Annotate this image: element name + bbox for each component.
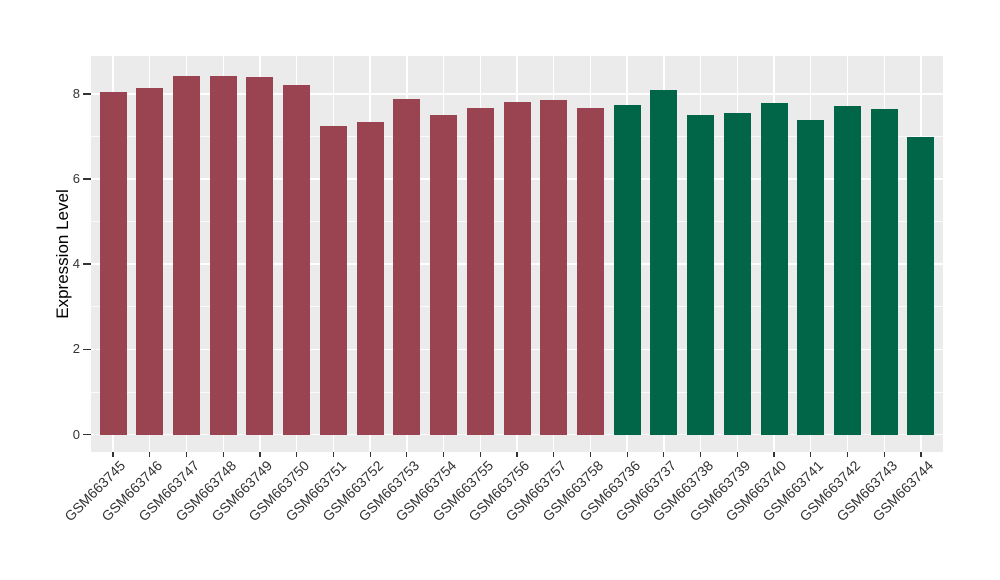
bar-GSM663743: [870, 109, 898, 435]
bar-GSM663753: [393, 99, 421, 435]
x-tick-GSM663740: [773, 452, 775, 457]
y-tick-label-2: 2: [72, 341, 80, 357]
bar-GSM663749: [246, 77, 274, 435]
bar-GSM663756: [503, 102, 531, 435]
bar-GSM663752: [356, 121, 384, 435]
bar-GSM663742: [834, 105, 862, 435]
y-tick-label-4: 4: [72, 256, 80, 272]
x-tick-GSM663756: [516, 452, 518, 457]
bar-GSM663738: [687, 114, 715, 435]
x-tick-GSM663749: [259, 452, 261, 457]
y-tick-8: [83, 93, 91, 95]
y-axis-title: Expression Level: [53, 189, 72, 319]
bar-GSM663755: [466, 107, 494, 435]
x-tick-GSM663745: [112, 452, 114, 457]
bar-GSM663748: [209, 75, 237, 435]
y-tick-2: [83, 348, 91, 351]
x-tick-GSM663744: [920, 452, 922, 457]
bar-GSM663741: [797, 119, 825, 435]
x-tick-GSM663738: [700, 452, 702, 457]
x-tick-GSM663737: [663, 452, 665, 457]
y-tick-label-6: 6: [72, 171, 80, 187]
bar-GSM663740: [760, 103, 788, 435]
bar-GSM663739: [723, 113, 751, 435]
x-tick-GSM663742: [846, 452, 849, 457]
bar-GSM663746: [136, 87, 164, 435]
x-tick-GSM663757: [553, 452, 555, 457]
bar-GSM663751: [319, 126, 347, 435]
y-tick-4: [83, 263, 91, 265]
x-tick-GSM663739: [736, 452, 738, 457]
x-tick-GSM663751: [332, 452, 334, 457]
bar-GSM663758: [576, 108, 604, 435]
bar-GSM663745: [99, 91, 127, 435]
plot-panel: [91, 56, 943, 452]
x-tick-GSM663752: [369, 452, 371, 457]
bar-GSM663754: [430, 114, 458, 435]
bar-GSM663737: [650, 90, 678, 435]
x-tick-GSM663741: [810, 452, 812, 457]
x-tick-GSM663758: [589, 452, 592, 457]
x-tick-GSM663754: [442, 452, 445, 457]
bar-GSM663747: [172, 75, 200, 435]
x-tick-GSM663748: [222, 452, 224, 457]
x-tick-GSM663753: [406, 452, 408, 457]
y-tick-label-0: 0: [72, 426, 80, 442]
x-tick-GSM663755: [479, 452, 481, 457]
bar-GSM663750: [283, 84, 311, 435]
x-tick-GSM663743: [883, 452, 885, 457]
y-tick-6: [83, 178, 91, 180]
x-tick-GSM663747: [185, 452, 188, 457]
y-tick-0: [83, 433, 91, 436]
y-tick-label-8: 8: [72, 85, 80, 101]
bar-GSM663757: [540, 99, 568, 435]
x-tick-GSM663736: [626, 452, 628, 457]
bar-GSM663736: [613, 104, 641, 435]
x-tick-GSM663746: [149, 452, 151, 457]
x-tick-GSM663750: [296, 452, 298, 457]
bar-GSM663744: [907, 137, 935, 435]
